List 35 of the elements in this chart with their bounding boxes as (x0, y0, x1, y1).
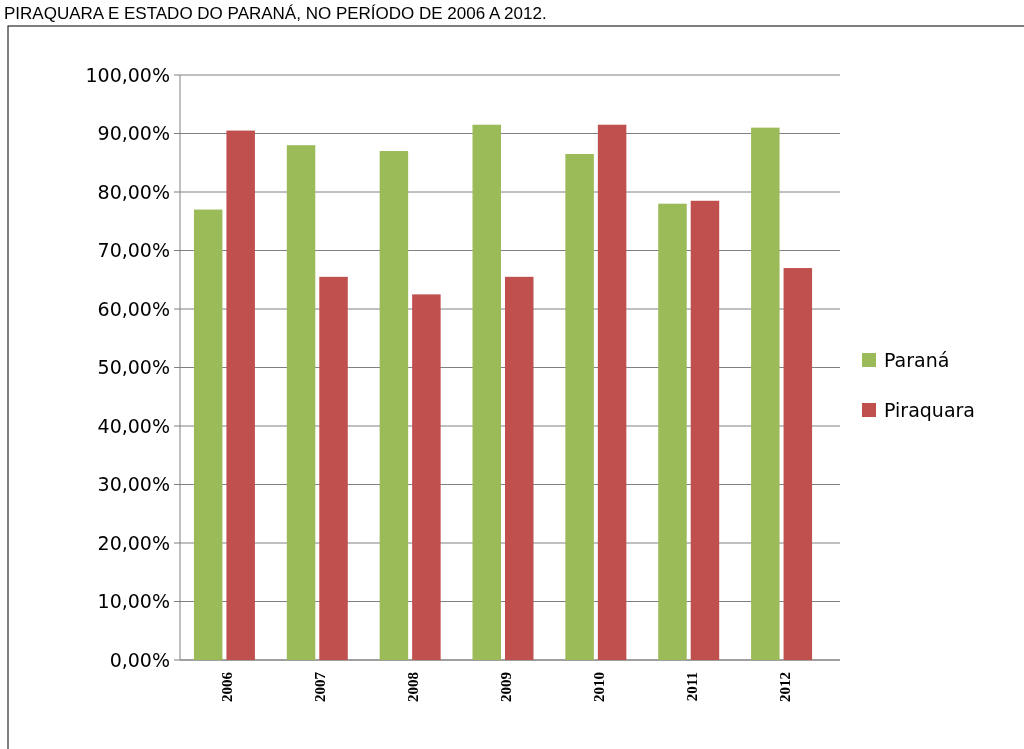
y-tick-label: 40,00% (97, 414, 170, 437)
y-tick-label: 10,00% (97, 590, 170, 613)
x-tick-label: 2009 (498, 672, 514, 702)
bar (783, 268, 813, 660)
x-tick-label: 2012 (776, 672, 793, 702)
chart-title: PIRAQUARA E ESTADO DO PARANÁ, NO PERÍODO DE 2006 A 2012. (4, 4, 547, 23)
y-tick-label: 30,00% (97, 473, 170, 496)
bar (412, 294, 441, 660)
x-tick-label: 2008 (405, 672, 422, 702)
bar (565, 153, 594, 660)
legend-label: Paraná (884, 348, 950, 371)
bar (286, 145, 316, 660)
bar (597, 124, 627, 660)
y-tick-label: 60,00% (97, 297, 170, 320)
x-tick-label: 2006 (219, 671, 236, 702)
y-tick-label: 50,00% (97, 356, 170, 379)
bar (226, 130, 255, 660)
y-tick-label: 90,00% (97, 122, 170, 145)
bar (751, 127, 780, 660)
bar (319, 276, 348, 660)
legend-label: Piraquara (884, 398, 975, 421)
bar (505, 276, 534, 660)
bar (690, 200, 720, 660)
bar (658, 203, 687, 660)
x-tick-label: 2011 (683, 672, 700, 702)
y-tick-label: 0,00% (109, 648, 170, 671)
y-tick-label: 80,00% (97, 180, 170, 203)
y-tick-label: 70,00% (97, 239, 170, 262)
bar (379, 151, 409, 660)
bar (472, 124, 501, 660)
y-tick-label: 100,00% (85, 63, 170, 86)
bar (193, 209, 223, 660)
x-tick-label: 2007 (312, 671, 329, 702)
x-tick-label: 2010 (590, 672, 607, 702)
y-tick-label: 20,00% (97, 531, 170, 554)
